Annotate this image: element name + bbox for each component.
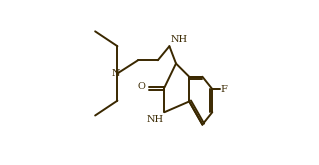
Text: NH: NH <box>170 35 187 44</box>
Text: N: N <box>111 69 120 78</box>
Text: O: O <box>138 82 146 91</box>
Text: F: F <box>221 85 228 94</box>
Text: NH: NH <box>146 115 164 124</box>
